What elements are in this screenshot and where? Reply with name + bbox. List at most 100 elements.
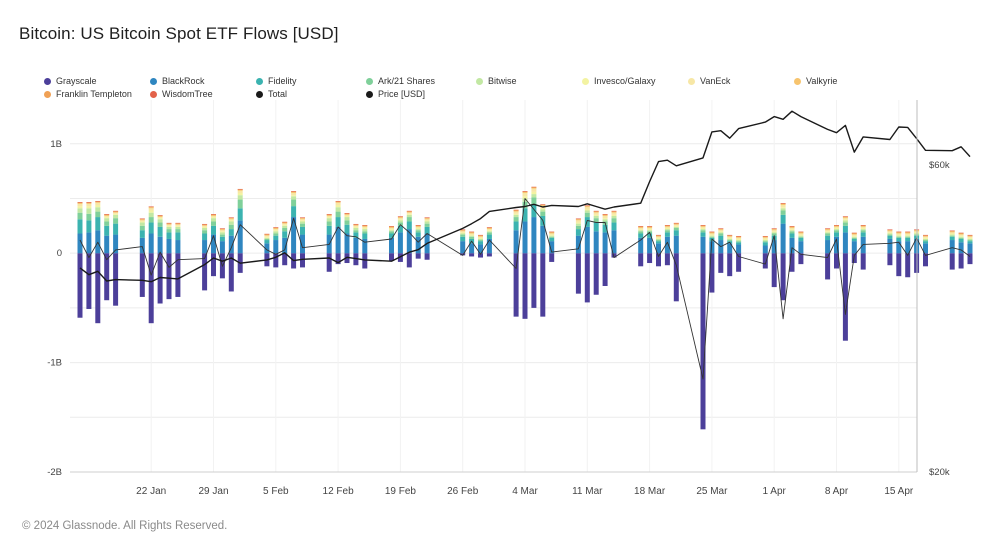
bar-segment: [353, 225, 359, 227]
bar-segment: [486, 231, 492, 233]
x-tick-label: 26 Feb: [447, 486, 479, 497]
bar-segment: [344, 214, 350, 216]
bar-segment: [842, 232, 848, 254]
legend-item[interactable]: VanEck: [688, 76, 730, 87]
legend-item[interactable]: Ark/21 Shares: [366, 76, 435, 87]
x-tick-label: 4 Mar: [512, 486, 538, 497]
bar-segment: [175, 223, 181, 225]
bar-segment: [113, 234, 119, 254]
bar-segment: [406, 210, 412, 212]
legend-item[interactable]: WisdomTree: [150, 89, 213, 100]
legend-swatch: [44, 91, 51, 98]
bar-segment: [175, 222, 181, 224]
bar-segment: [406, 217, 412, 222]
bar-segment: [415, 225, 421, 227]
bar-segment: [789, 233, 795, 238]
bar-segment: [727, 235, 733, 237]
chart-title: Bitcoin: US Bitcoin Spot ETF Flows [USD]: [19, 24, 339, 43]
legend-item[interactable]: Franklin Templeton: [44, 89, 132, 100]
bar-segment: [700, 225, 706, 226]
bar-segment: [469, 231, 475, 233]
legend-item[interactable]: Invesco/Galaxy: [582, 76, 656, 87]
bar-segment: [219, 236, 225, 242]
bar-segment: [291, 191, 297, 193]
bar-segment: [825, 231, 831, 233]
bar-segment: [326, 253, 332, 272]
legend-item[interactable]: Price [USD]: [366, 89, 425, 100]
bar-segment: [825, 235, 831, 241]
bar-segment: [602, 253, 608, 286]
bar-segment: [842, 222, 848, 226]
bar-segment: [237, 220, 243, 254]
bar-segment: [762, 235, 768, 237]
legend-item[interactable]: BlackRock: [150, 76, 205, 87]
bar-segment: [727, 253, 733, 277]
bar-segment: [86, 206, 92, 209]
bar-segment: [949, 231, 955, 233]
bar-segment: [896, 234, 902, 236]
bar-segment: [77, 253, 83, 318]
bar-segment: [638, 226, 644, 229]
bar-segment: [113, 218, 119, 224]
bar-segment: [967, 240, 973, 242]
bar-segment: [86, 202, 92, 204]
bar-segment: [211, 225, 216, 235]
bar-segment: [727, 243, 733, 254]
legend-item[interactable]: Total: [256, 89, 287, 100]
bar-segment: [175, 229, 181, 233]
bar-segment: [406, 213, 412, 215]
legend-item[interactable]: Grayscale: [44, 76, 97, 87]
bar-segment: [602, 232, 608, 254]
bar-segment: [157, 215, 163, 218]
bar-segment: [469, 233, 475, 235]
bar-segment: [513, 221, 519, 231]
bar-segment: [540, 225, 546, 254]
bar-segment: [513, 214, 519, 218]
bar-segment: [789, 230, 795, 232]
legend-item[interactable]: Fidelity: [256, 76, 297, 87]
bar-segment: [789, 229, 795, 231]
bar-segment: [273, 229, 279, 231]
bar-segment: [789, 231, 795, 234]
bar-segment: [219, 228, 225, 229]
bar-segment: [86, 202, 92, 203]
bar-segment: [326, 215, 332, 218]
legend-item[interactable]: Bitwise: [476, 76, 517, 87]
bar-segment: [478, 253, 483, 258]
bar-segment: [709, 234, 715, 236]
bar-segment: [602, 214, 608, 216]
bar-segment: [798, 232, 804, 234]
bar-segment: [486, 234, 492, 239]
bar-segment: [228, 224, 234, 230]
bar-segment: [282, 222, 288, 224]
bar-segment: [469, 232, 475, 234]
bar-segment: [834, 226, 839, 229]
bar-segment: [531, 187, 537, 189]
bar-segment: [549, 241, 555, 254]
bar-segment: [611, 230, 617, 254]
bar-segment: [104, 215, 110, 218]
bar-segment: [335, 211, 341, 218]
bar-segment: [415, 236, 421, 254]
bar-segment: [549, 236, 555, 238]
bar-segment: [522, 208, 528, 222]
bar-segment: [486, 230, 492, 232]
bar-segment: [656, 234, 661, 236]
bar-segment: [718, 229, 724, 231]
bar-segment: [478, 241, 483, 245]
bar-segment: [905, 231, 911, 233]
legend-item[interactable]: Valkyrie: [794, 76, 837, 87]
bar-segment: [593, 214, 599, 216]
bar-segment: [531, 194, 537, 198]
bar-segment: [335, 226, 341, 254]
bar-segment: [424, 253, 430, 260]
bar-segment: [300, 226, 305, 235]
bar-segment: [104, 225, 110, 236]
bar-segment: [166, 238, 172, 254]
legend-swatch: [582, 78, 589, 85]
bar-segment: [397, 222, 403, 226]
bar-segment: [647, 233, 653, 238]
bar-segment: [486, 238, 492, 254]
bar-segment: [958, 238, 964, 243]
